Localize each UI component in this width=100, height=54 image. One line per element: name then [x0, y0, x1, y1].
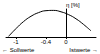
svg-text:← Sollwerte: ← Sollwerte [2, 47, 35, 53]
svg-text:0: 0 [64, 39, 68, 45]
svg-text:-0.4: -0.4 [41, 39, 52, 45]
svg-text:η [%]: η [%] [66, 2, 80, 8]
svg-text:-1: -1 [13, 39, 19, 45]
svg-text:Istwerte →: Istwerte → [69, 47, 98, 53]
